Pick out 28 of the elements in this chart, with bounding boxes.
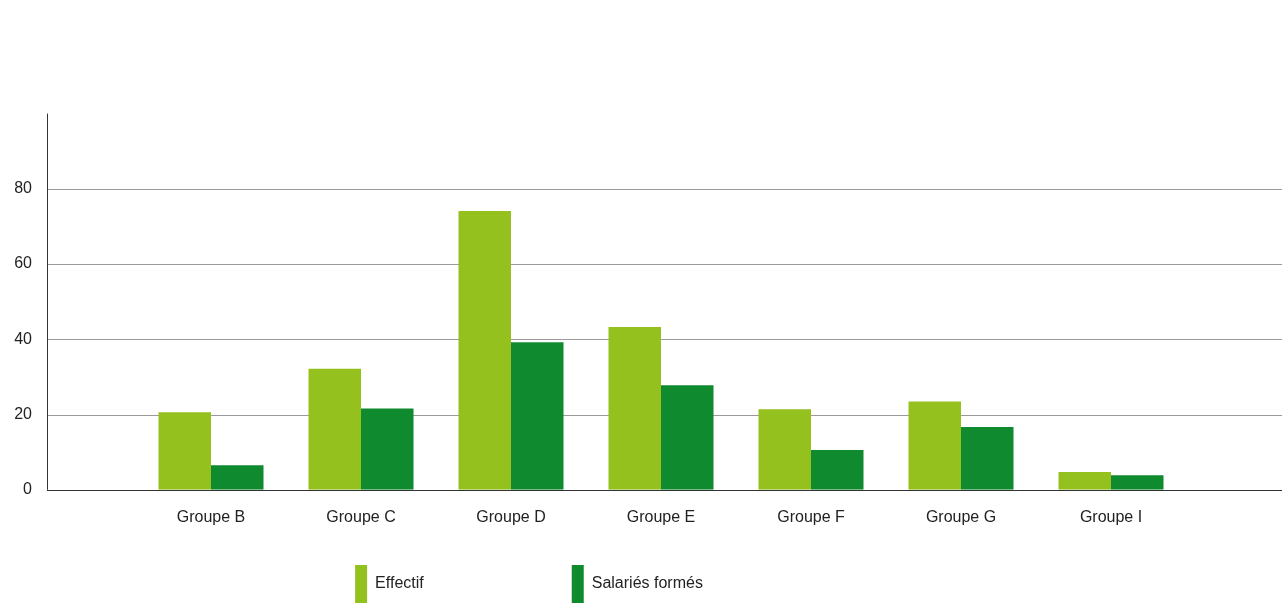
bar — [908, 401, 961, 490]
bar — [158, 412, 211, 490]
y-tick-label: 20 — [14, 404, 33, 422]
bar — [1111, 475, 1164, 490]
bar — [361, 408, 414, 490]
x-tick-label: Groupe I — [1079, 507, 1143, 525]
bar — [811, 449, 864, 490]
x-tick-label: Groupe B — [176, 507, 246, 525]
bar — [308, 368, 361, 490]
bar — [608, 326, 661, 490]
legend-label: Salariés formés — [591, 574, 831, 592]
x-tick-label: Groupe C — [326, 507, 396, 525]
y-tick-label: 40 — [14, 329, 33, 347]
bar — [211, 465, 264, 490]
y-tick-label: 80 — [14, 179, 33, 197]
x-tick-label: Groupe G — [925, 507, 997, 525]
bar — [458, 211, 511, 490]
x-tick-label: Groupe E — [626, 507, 696, 525]
bar — [511, 342, 564, 490]
bar — [661, 385, 714, 490]
bar — [1058, 472, 1111, 490]
bar — [961, 426, 1014, 490]
y-tick-label: 0 — [23, 480, 33, 498]
y-tick-label: 60 — [14, 254, 33, 272]
bar — [758, 409, 811, 490]
legend-label: Effectif — [375, 574, 552, 592]
x-tick-label: Groupe F — [777, 507, 846, 525]
x-tick-label: Groupe D — [476, 507, 546, 525]
